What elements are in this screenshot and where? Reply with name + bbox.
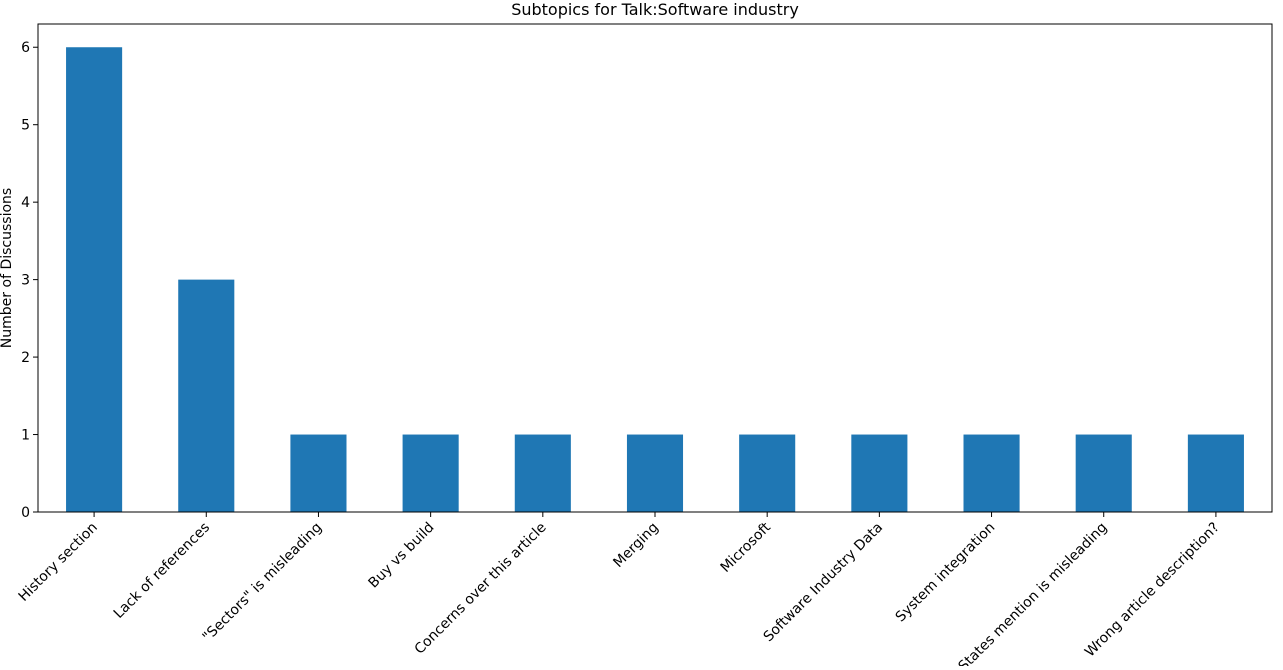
bar: [1187, 434, 1244, 512]
y-tick-label: 4: [21, 195, 30, 211]
bar: [851, 434, 908, 512]
bar: [66, 47, 123, 513]
x-tick-label: System integration: [893, 520, 999, 626]
x-tick-label: Microsoft: [718, 519, 775, 576]
bar: [963, 434, 1020, 512]
bar: [739, 434, 796, 512]
bar: [514, 434, 571, 512]
x-tick-label: History section: [16, 520, 101, 605]
x-tick-label: Buy vs build: [366, 520, 438, 592]
y-tick-label: 3: [21, 273, 30, 289]
y-axis-ticks: 0 1 2 3 4 5 6: [21, 40, 38, 521]
plot-frame: [37, 23, 1273, 513]
x-tick-label: Wrong article description?: [1082, 520, 1223, 661]
y-tick-label: 1: [21, 428, 30, 444]
x-axis-ticks: History section Lack of references"Sector…: [16, 512, 1223, 670]
y-tick-label: 0: [21, 505, 30, 521]
y-tick-label: 6: [21, 40, 30, 56]
x-tick-label: Concerns over this article: [412, 520, 550, 658]
y-tick-label: 2: [21, 350, 30, 366]
y-tick-label: 5: [21, 118, 30, 134]
x-tick-label: "Sectors" is misleading: [200, 520, 326, 646]
bar: [626, 434, 684, 512]
x-tick-label: Merging: [610, 520, 661, 571]
x-tick-label: Software Industry Data: [761, 520, 887, 646]
chart-title: Subtopics for Talk:Software industry: [511, 0, 799, 19]
bar: [290, 434, 347, 512]
bar: [178, 279, 235, 512]
bars-group: [66, 47, 1244, 513]
bar: [402, 434, 459, 512]
x-tick-label: Lack of references: [111, 520, 213, 622]
bar: [1075, 434, 1132, 512]
y-axis-label: Number of Discussions: [0, 188, 15, 348]
